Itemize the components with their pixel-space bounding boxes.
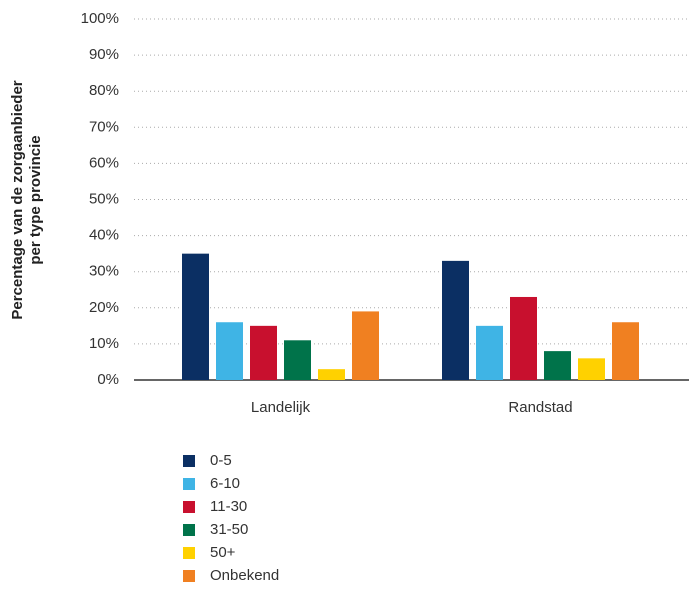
bar (284, 340, 311, 380)
legend-swatch (183, 524, 195, 536)
bar (352, 311, 379, 380)
y-tick-label: 50% (89, 190, 119, 207)
legend-label: 11-30 (210, 498, 247, 515)
y-tick-label: 20% (89, 299, 119, 316)
x-tick-label: Randstad (508, 399, 572, 416)
y-tick-label: 0% (97, 371, 119, 388)
x-tick-label: Landelijk (251, 399, 311, 416)
y-axis-title: Percentage van de zorgaanbieder per type… (9, 80, 44, 319)
y-tick-label: 80% (89, 82, 119, 99)
bar (442, 260, 469, 380)
bar (578, 358, 605, 380)
legend-label: 6-10 (210, 475, 240, 492)
legend-swatch (183, 547, 195, 559)
y-tick-label: 100% (81, 10, 119, 27)
y-axis-title-line: per type provincie (27, 135, 44, 264)
bar (510, 296, 537, 380)
legend-swatch (183, 501, 195, 513)
legend-label: 50+ (210, 544, 236, 561)
bar (182, 253, 209, 380)
legend-label: 31-50 (210, 521, 248, 538)
y-tick-label: 40% (89, 227, 119, 244)
bar (318, 369, 345, 380)
bar (544, 351, 571, 380)
bar (216, 322, 243, 380)
y-tick-label: 30% (89, 263, 119, 280)
y-tick-label: 90% (89, 46, 119, 63)
bar (476, 325, 503, 380)
legend-swatch (183, 570, 195, 582)
bar (250, 325, 277, 380)
legend-swatch (183, 478, 195, 490)
bar (612, 322, 639, 380)
legend-swatch (183, 455, 195, 467)
y-axis-title-line: Percentage van de zorgaanbieder (9, 80, 26, 319)
legend-label: 0-5 (210, 452, 232, 469)
y-tick-label: 70% (89, 118, 119, 135)
y-tick-label: 60% (89, 154, 119, 171)
legend-label: Onbekend (210, 567, 279, 584)
y-tick-label: 10% (89, 335, 119, 352)
